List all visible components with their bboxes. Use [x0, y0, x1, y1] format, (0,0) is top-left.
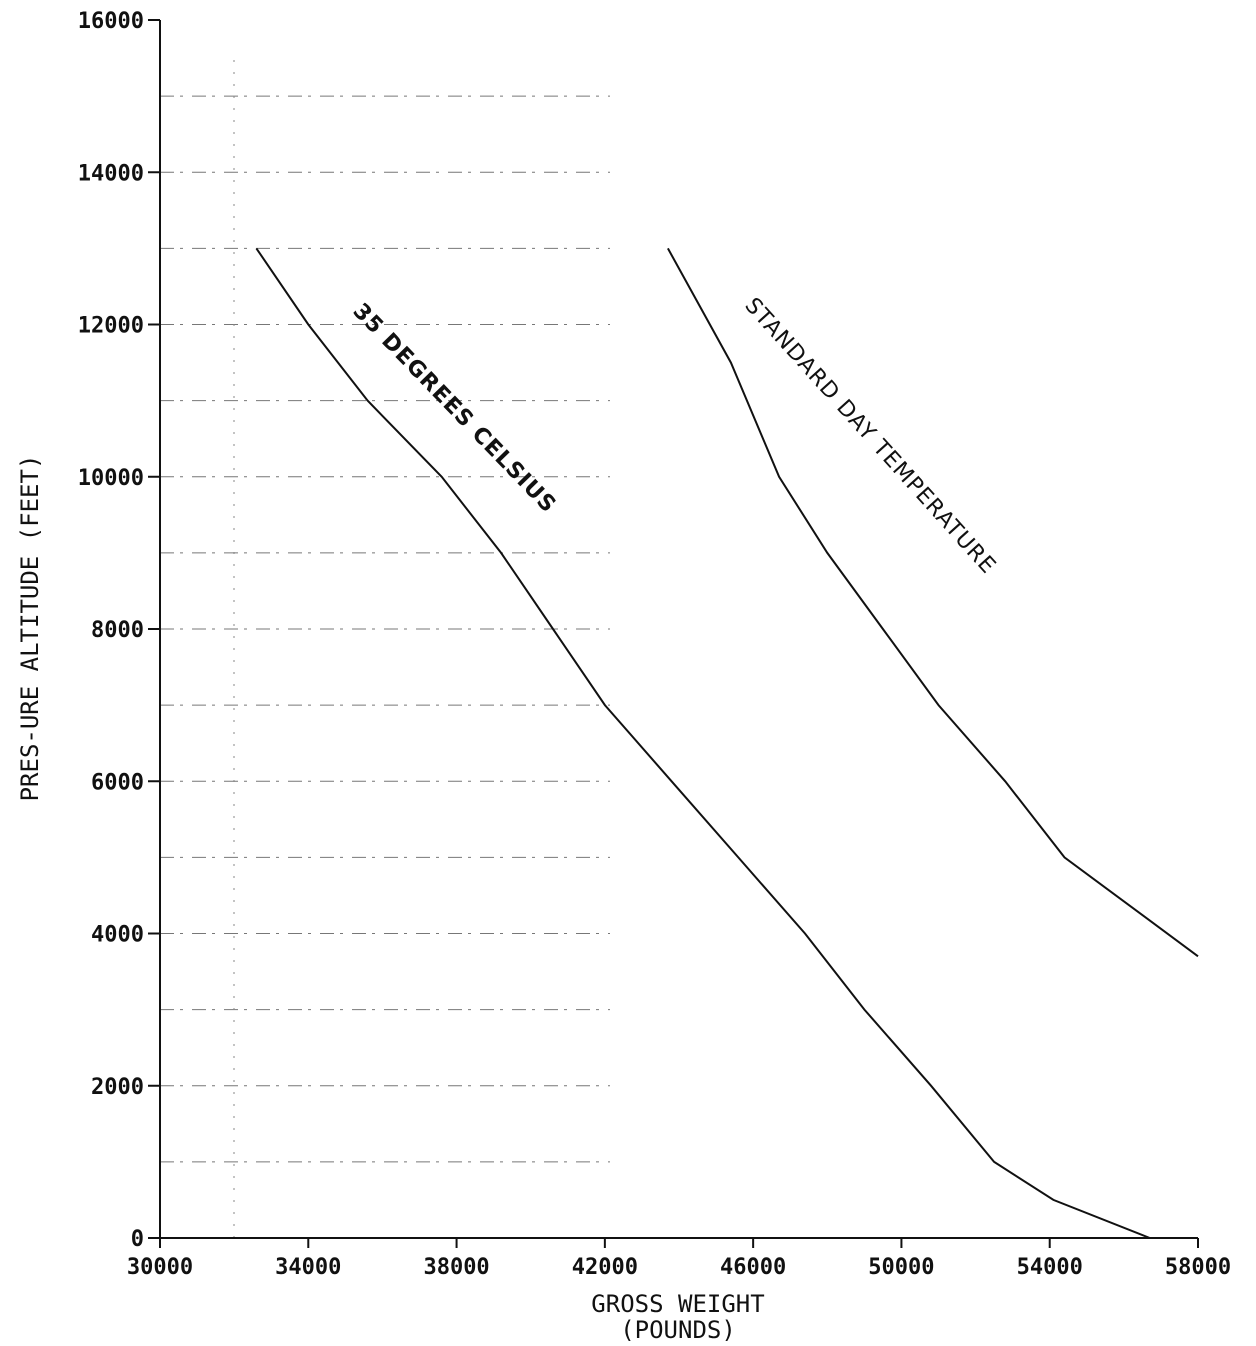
- x-tick-label: 30000: [127, 1255, 193, 1280]
- x-tick-label: 50000: [868, 1255, 934, 1280]
- x-tick-label: 42000: [572, 1255, 638, 1280]
- y-tick-label: 8000: [91, 618, 144, 643]
- y-ticks: 0 2000 4000 6000 8000 10000 12000 14000 16000: [78, 9, 160, 1252]
- y-tick-label: 14000: [78, 161, 144, 186]
- x-tick-label: 54000: [1017, 1255, 1083, 1280]
- y-tick-label: 12000: [78, 314, 144, 339]
- x-tick-label: 58000: [1165, 1255, 1231, 1280]
- x-tick-label: 46000: [720, 1255, 786, 1280]
- series-line-0: [255, 247, 1151, 1239]
- grid: [160, 60, 610, 1238]
- x-tick-label: 38000: [423, 1255, 489, 1280]
- series-label-standard-day: STANDARD DAY TEMPERATURE: [740, 293, 1001, 579]
- y-tick-label: 16000: [78, 9, 144, 34]
- y-axis-title: PRES-URE ALTITUDE (FEET): [16, 455, 44, 802]
- y-tick-label: 2000: [91, 1075, 144, 1100]
- x-axis-title-line2: (POUNDS): [620, 1316, 736, 1344]
- x-axis-title-line1: GROSS WEIGHT: [591, 1290, 764, 1318]
- series: [255, 247, 1199, 1239]
- x-tick-label: 34000: [275, 1255, 341, 1280]
- x-ticks: 30000 34000 38000 42000 46000 50000 54000 58000: [127, 1238, 1231, 1280]
- y-tick-label: 0: [131, 1227, 144, 1252]
- series-line-1: [667, 247, 1199, 958]
- y-tick-label: 6000: [91, 770, 144, 795]
- y-tick-label: 4000: [91, 923, 144, 948]
- y-tick-label: 10000: [78, 466, 144, 491]
- series-label-35-degrees: 35 DEGREES CELSIUS: [348, 299, 561, 519]
